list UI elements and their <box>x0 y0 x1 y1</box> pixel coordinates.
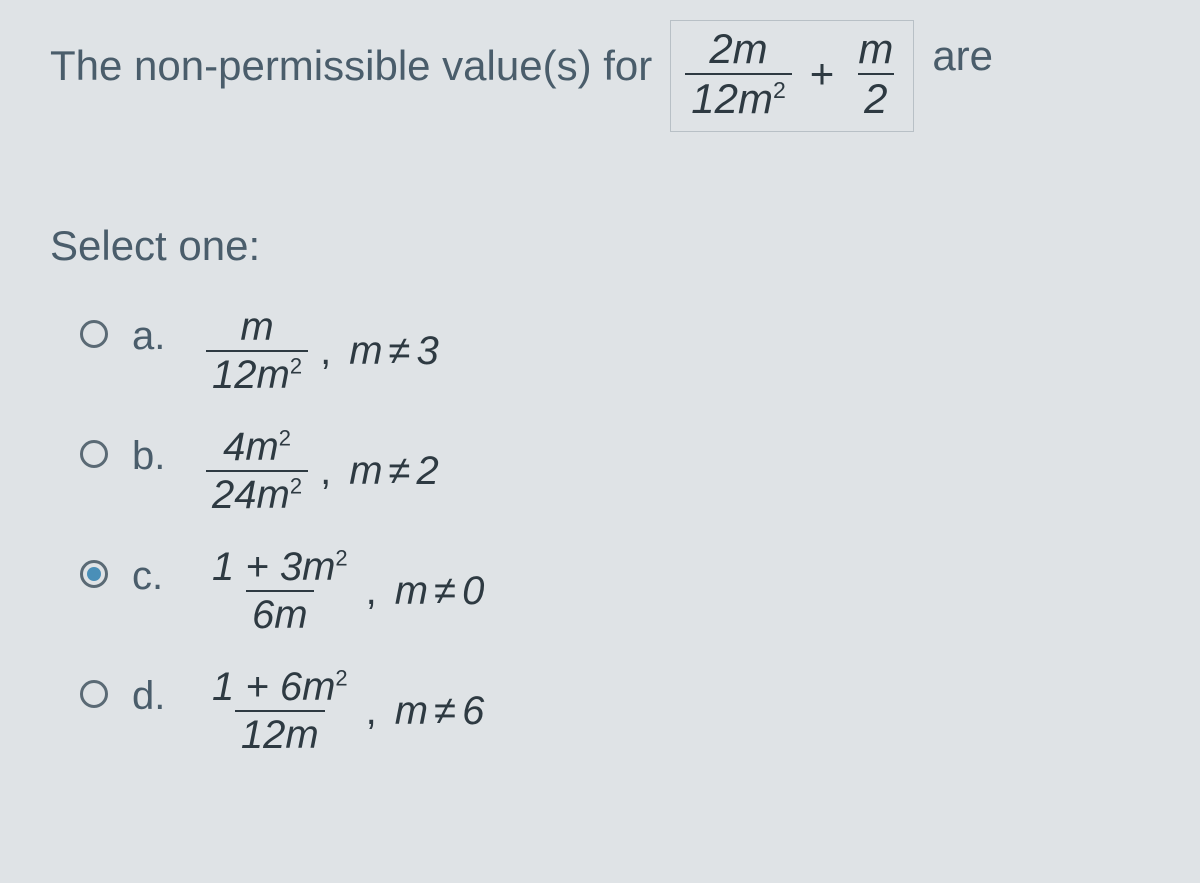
radio-c[interactable] <box>80 560 108 588</box>
expression-fraction-1: 2m 12m2 <box>685 27 792 121</box>
option-c[interactable]: c. 1 + 3m2 6m , m≠0 <box>50 546 1150 636</box>
radio-b[interactable] <box>80 440 108 468</box>
option-a-label: a. <box>132 314 182 359</box>
option-c-math: 1 + 3m2 6m , m≠0 <box>206 546 484 636</box>
select-one-label: Select one: <box>50 222 1150 270</box>
option-b-math: 4m2 24m2 , m≠2 <box>206 426 439 516</box>
question-stem: The non-permissible value(s) for 2m 12m2… <box>50 20 1150 132</box>
expression-fraction-2: m 2 <box>852 27 899 121</box>
option-a-math: m 12m2 , m≠3 <box>206 306 439 396</box>
radio-a[interactable] <box>80 320 108 348</box>
option-b-label: b. <box>132 434 182 479</box>
radio-d[interactable] <box>80 680 108 708</box>
option-c-label: c. <box>132 554 182 599</box>
question-lead-text: The non-permissible value(s) for <box>50 20 652 99</box>
option-b[interactable]: b. 4m2 24m2 , m≠2 <box>50 426 1150 516</box>
option-d-math: 1 + 6m2 12m , m≠6 <box>206 666 484 756</box>
option-d[interactable]: d. 1 + 6m2 12m , m≠6 <box>50 666 1150 756</box>
quiz-container: The non-permissible value(s) for 2m 12m2… <box>0 0 1200 806</box>
option-d-label: d. <box>132 674 182 719</box>
question-expression: 2m 12m2 + m 2 <box>670 20 914 132</box>
option-a[interactable]: a. m 12m2 , m≠3 <box>50 306 1150 396</box>
plus-operator: + <box>806 50 839 98</box>
question-tail-text: are <box>932 20 993 80</box>
